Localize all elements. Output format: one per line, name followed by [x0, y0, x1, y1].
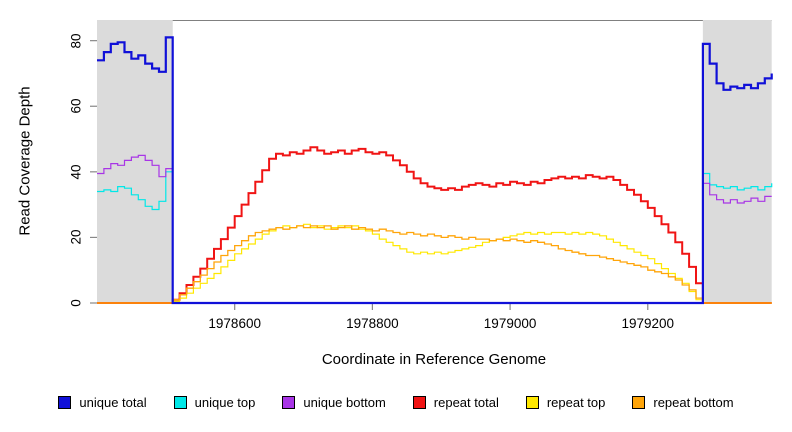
legend-label: unique total [79, 395, 147, 410]
legend-label: repeat total [433, 395, 499, 410]
legend-swatch [525, 396, 539, 409]
series-repeat-bottom [97, 225, 772, 304]
legend-item: unique top [173, 395, 256, 410]
series-unique-top [97, 171, 773, 304]
x-tick-label: 1979000 [483, 316, 537, 331]
y-tick-label: 40 [68, 164, 84, 180]
legend-label: repeat top [546, 395, 606, 410]
legend-swatch [412, 396, 426, 409]
legend-label: unique top [194, 395, 256, 410]
y-tick-label: 60 [68, 98, 84, 114]
x-tick-label: 1978600 [208, 316, 261, 331]
series-unique-bottom [97, 154, 772, 304]
legend-swatch [632, 396, 646, 409]
legend-item: repeat top [525, 395, 606, 410]
legend-item: unique bottom [282, 395, 386, 410]
legend-swatch [58, 396, 72, 409]
series-repeat-total [97, 146, 772, 304]
series-unique-total [97, 36, 773, 305]
legend-label: repeat bottom [653, 395, 734, 410]
legend-item: unique total [58, 395, 147, 410]
legend-swatch [173, 396, 187, 409]
chart-legend: unique total unique top unique bottom repea… [0, 395, 792, 410]
y-tick-label: 0 [68, 299, 84, 307]
x-axis-title: Coordinate in Reference Genome [321, 351, 547, 368]
x-tick-label: 1978800 [346, 316, 399, 331]
legend-swatch [282, 396, 296, 409]
series-repeat-top [97, 223, 772, 304]
x-tick-label: 1979200 [621, 316, 675, 331]
y-tick-label: 20 [68, 229, 84, 245]
legend-item: repeat total [412, 395, 499, 410]
legend-item: repeat bottom [632, 395, 734, 410]
y-axis-title: Read Coverage Depth [16, 86, 34, 236]
y-tick-label: 80 [68, 33, 84, 49]
legend-label: unique bottom [303, 395, 386, 410]
